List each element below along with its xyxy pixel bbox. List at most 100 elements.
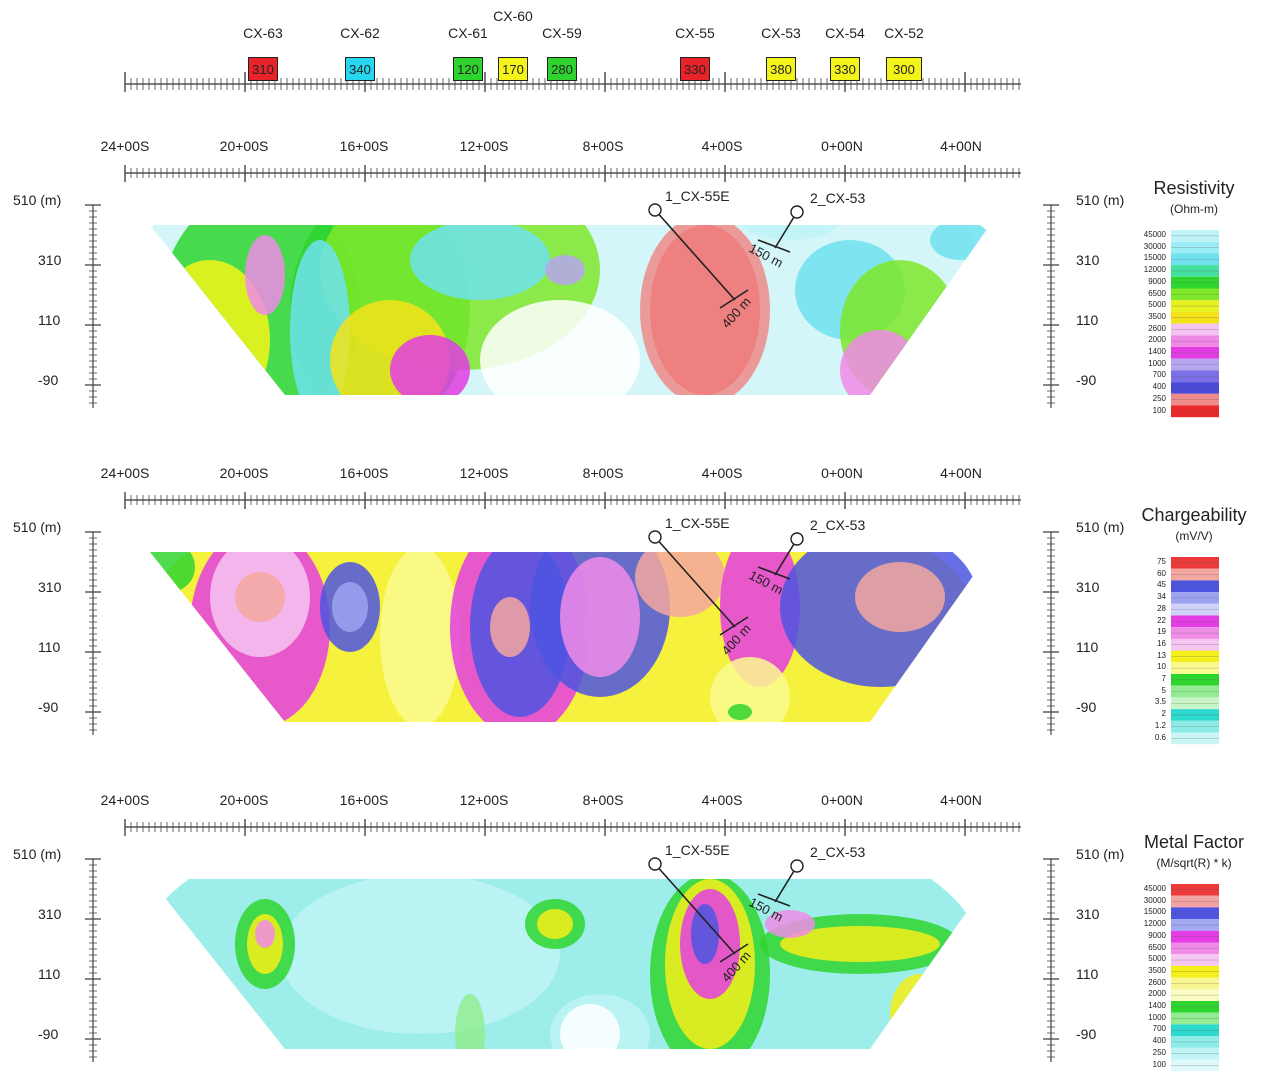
resistivity-legend-value: 3500 [1148, 311, 1166, 321]
chargeability-legend-value: 1.2 [1154, 720, 1166, 730]
resistivity-legend-value: 15000 [1143, 253, 1166, 263]
metal_factor-legend-value: 100 [1152, 1059, 1166, 1069]
resistivity-legend-title: Resistivity [1153, 178, 1235, 198]
drill-hole-1 [648, 857, 749, 963]
chargeability-legend-value: 75 [1157, 557, 1166, 566]
chainage-label: 4+00S [701, 465, 743, 481]
chainage-label: 8+00S [582, 138, 624, 154]
resistivity-legend-value: 250 [1152, 393, 1166, 403]
station-value-box: 280 [547, 57, 577, 81]
metal_factor-legend-bar [1171, 884, 1219, 1072]
resistivity-legend-value: 5000 [1148, 300, 1166, 310]
chainage-label: 20+00S [219, 792, 269, 808]
station-label: CX-52 [884, 25, 924, 41]
depth-label-left: -90 [38, 699, 59, 715]
chargeability-legend-value: 28 [1157, 603, 1166, 613]
depth-label-left: 110 [38, 312, 61, 328]
metal_factor-legend-value: 1400 [1148, 1001, 1166, 1010]
resistivity-legend-value: 700 [1152, 370, 1166, 380]
chargeability-legend-value: 0.6 [1154, 732, 1166, 742]
chargeability-legend-value: 13 [1157, 650, 1166, 660]
station-value-box: 380 [766, 57, 796, 81]
metal_factor-legend-value: 3500 [1148, 965, 1166, 975]
depth-label-left: 510 (m) [13, 519, 62, 535]
chainage-label: 12+00S [459, 138, 509, 154]
chainage-label: 12+00S [459, 465, 509, 481]
station-value-box: 300 [886, 57, 922, 81]
resistivity-contours [150, 225, 990, 395]
station-value-box: 330 [830, 57, 860, 81]
chainage-label: 4+00S [701, 138, 743, 154]
station-value-box: 340 [345, 57, 375, 81]
resistivity-legend-value: 12000 [1143, 265, 1166, 275]
drill-hole-2 [757, 532, 804, 580]
chainage-label: 20+00S [219, 465, 269, 481]
chainage-label: 4+00N [940, 465, 982, 481]
chargeability-legend-value: 5 [1161, 685, 1166, 695]
resistivity-legend-value: 2000 [1148, 335, 1166, 345]
hole-2-label: 2_CX-53 [810, 844, 866, 860]
depth-label-left: 110 [38, 966, 61, 982]
chargeability-legend-value: 2 [1161, 709, 1166, 719]
metal_factor-legend-value: 45000 [1143, 884, 1166, 893]
chainage-label: 24+00S [100, 792, 150, 808]
station-value-box: 310 [248, 57, 278, 81]
depth-label-left: 510 (m) [13, 846, 62, 862]
resistivity-legend-value: 1000 [1148, 358, 1166, 368]
resistivity-legend-value: 9000 [1148, 276, 1166, 286]
depth-label-right: -90 [1076, 699, 1097, 715]
chargeability-legend-value: 60 [1157, 568, 1166, 578]
chainage-label: 12+00S [459, 792, 509, 808]
metal_factor-legend-value: 400 [1152, 1036, 1166, 1046]
metal_factor-legend-value: 250 [1152, 1047, 1166, 1057]
chargeability-legend-value: 45 [1157, 580, 1166, 590]
depth-label-right: 110 [1076, 312, 1099, 328]
station-label: CX-54 [825, 25, 865, 41]
hole-1-label: 1_CX-55E [665, 515, 730, 531]
resistivity-legend-value: 1400 [1148, 347, 1166, 356]
station-label: CX-60 [493, 8, 533, 24]
chainage-label: 8+00S [582, 792, 624, 808]
chainage-label: 4+00N [940, 792, 982, 808]
depth-label-left: 310 [38, 906, 62, 922]
depth-label-right: -90 [1076, 372, 1097, 388]
metal_factor-legend-value: 1000 [1148, 1012, 1166, 1022]
hole-1-label: 1_CX-55E [665, 842, 730, 858]
chainage-label: 8+00S [582, 465, 624, 481]
chargeability-legend-value: 19 [1157, 627, 1166, 637]
station-value-box: 170 [498, 57, 528, 81]
chargeability-legend-value: 7 [1161, 674, 1166, 683]
chainage-label: 24+00S [100, 465, 150, 481]
metal_factor-legend-value: 5000 [1148, 954, 1166, 964]
drill-hole-1 [648, 203, 749, 309]
chainage-label: 16+00S [339, 792, 389, 808]
resistivity-legend-value: 100 [1152, 405, 1166, 415]
station-value-box: 120 [453, 57, 483, 81]
chargeability-legend-unit: (mV/V) [1175, 529, 1213, 543]
chargeability-contours [150, 552, 990, 722]
hole-2-label: 2_CX-53 [810, 190, 866, 206]
depth-label-right: -90 [1076, 1026, 1097, 1042]
drill-hole-1 [648, 530, 749, 636]
depth-label-right: 310 [1076, 906, 1100, 922]
depth-label-right: 510 (m) [1076, 519, 1125, 535]
depth-label-right: 310 [1076, 579, 1100, 595]
metal_factor-legend-title: Metal Factor [1143, 832, 1245, 852]
hole-2-label: 2_CX-53 [810, 517, 866, 533]
chargeability-legend-bar [1171, 557, 1219, 745]
resistivity-legend-bar [1171, 230, 1219, 418]
chainage-label: 4+00S [701, 792, 743, 808]
depth-label-right: 110 [1076, 966, 1099, 982]
hole-1-label: 1_CX-55E [665, 188, 730, 204]
metal_factor-legend-value: 15000 [1143, 907, 1166, 917]
depth-label-right: 510 (m) [1076, 192, 1125, 208]
chainage-label: 4+00N [940, 138, 982, 154]
station-label: CX-55 [675, 25, 715, 41]
resistivity-legend-value: 6500 [1148, 288, 1166, 298]
metal_factor-legend-value: 2000 [1148, 989, 1166, 999]
metal_factor-legend-value: 12000 [1143, 919, 1166, 929]
depth-label-left: 110 [38, 639, 61, 655]
chargeability-legend-value: 22 [1157, 615, 1166, 625]
resistivity-legend-value: 2600 [1148, 323, 1166, 333]
metal_factor-contours [150, 879, 990, 1049]
